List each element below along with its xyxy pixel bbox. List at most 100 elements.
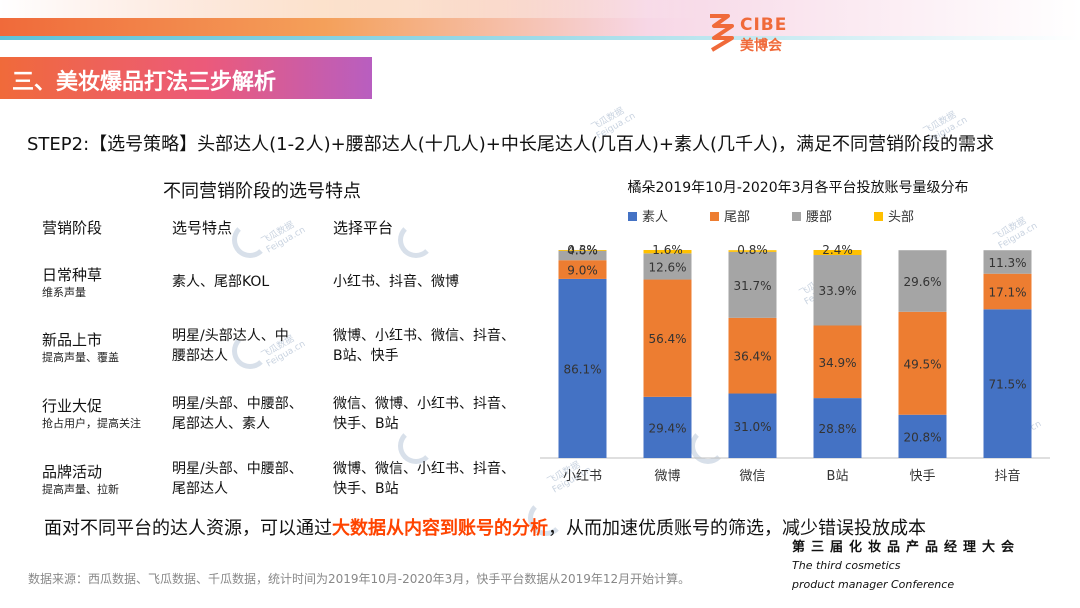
data-label: 33.9% (818, 284, 856, 298)
data-label: 36.4% (733, 350, 771, 364)
data-source-note: 数据来源：西瓜数据、飞瓜数据、千瓜数据，统计时间为2019年10月-2020年3… (28, 572, 691, 586)
table-row-substage: 提高声量、覆盖 (42, 351, 119, 364)
logo-text-cn: 美博会 (740, 38, 782, 54)
data-label: 28.8% (818, 422, 856, 436)
bar-腰部-B站 (813, 254, 862, 326)
step-text: STEP2:【选号策略】头部达人(1-2人)+腰部达人(十几人)+中长尾达人(几… (27, 134, 994, 155)
top-accent-strip (0, 36, 1080, 40)
data-label: 31.0% (733, 420, 771, 434)
table-header-platform: 选择平台 (333, 219, 394, 237)
table-row-platform: 微信、微博、小红书、抖音、 快手、B站 (333, 396, 515, 432)
data-label: 29.4% (648, 421, 686, 435)
legend-swatch-2 (792, 212, 801, 221)
watermark-logo (232, 222, 268, 258)
data-label: 29.6% (903, 275, 941, 289)
x-tick-label: 抖音 (994, 468, 1020, 484)
data-label: 71.5% (988, 378, 1026, 392)
x-tick-label: B站 (827, 469, 849, 484)
bar-头部-小红书 (558, 250, 607, 251)
watermark-logo (398, 428, 434, 464)
bar-素人-抖音 (983, 309, 1032, 458)
watermark-logo (690, 428, 726, 464)
legend-label-3: 头部 (888, 210, 914, 225)
section-header: 三、美妆爆品打法三步解析 (0, 57, 372, 99)
table-row-stage: 品牌活动 (42, 463, 103, 481)
data-label: 11.3% (988, 256, 1026, 270)
x-tick-label: 快手 (909, 469, 935, 484)
table-row-substage: 提高声量、拉新 (42, 483, 119, 496)
legend-label-1: 尾部 (724, 210, 750, 225)
table-row-stage: 行业大促 (42, 397, 103, 415)
bar-腰部-微信 (728, 251, 777, 318)
bar-头部-微博 (643, 250, 692, 254)
bar-腰部-小红书 (558, 250, 607, 261)
table-row-substage: 抢占用户，提高关注 (42, 417, 141, 430)
legend-swatch-0 (628, 212, 637, 221)
data-label: 86.1% (563, 362, 601, 376)
bar-素人-快手 (898, 414, 947, 458)
table-title: 不同营销阶段的选号特点 (163, 181, 361, 202)
data-label: 1.6% (652, 243, 683, 257)
bar-素人-微信 (728, 393, 777, 458)
x-tick-label: 微信 (739, 469, 765, 484)
data-label: 0.8% (737, 243, 768, 257)
bottom-summary: 面对不同平台的达人资源，可以通过大数据从内容到账号的分析，从而加速优质账号的筛选… (44, 518, 926, 539)
bar-尾部-小红书 (558, 260, 607, 279)
bar-腰部-微博 (643, 253, 692, 280)
top-banner-highlight (0, 0, 700, 18)
bar-尾部-快手 (898, 311, 947, 415)
bar-尾部-B站 (813, 325, 862, 399)
data-label: 2.4% (822, 243, 853, 257)
bar-素人-微博 (643, 396, 692, 458)
bar-腰部-快手 (898, 250, 947, 312)
chart-title: 橘朵2019年10月-2020年3月各平台投放账号量级分布 (627, 180, 968, 196)
data-label: 17.1% (988, 285, 1026, 299)
table-row-platform: 小红书、抖音、微博 (333, 274, 459, 290)
conference-name-en: The third cosmetics product manager Confe… (792, 559, 955, 591)
data-label: 56.4% (648, 332, 686, 346)
table-row-feature: 明星/头部、中腰部、 尾部达人 (172, 461, 303, 497)
watermark-logo (528, 500, 564, 536)
watermark-logo (232, 333, 268, 369)
bar-素人-小红书 (558, 278, 607, 458)
bottom-summary-highlight: 大数据从内容到账号的分析 (332, 518, 548, 539)
bar-素人-B站 (813, 398, 862, 458)
table-header-feature: 选号特点 (172, 219, 233, 237)
x-tick-label: 小红书 (563, 468, 602, 484)
data-label: 31.7% (733, 279, 771, 293)
bar-腰部-抖音 (983, 250, 1032, 274)
table-row-platform: 微博、小红书、微信、抖音、 B站、快手 (333, 328, 515, 364)
table-row-stage: 日常种草 (42, 266, 103, 284)
table-row-platform: 微博、微信、小红书、抖音、 快手、B站 (333, 461, 515, 497)
data-label: 0.3% (567, 243, 598, 257)
legend-label-0: 素人 (642, 210, 668, 225)
cibe-logo: CIBE 美博会 (706, 12, 796, 54)
watermark-logo (398, 222, 434, 258)
bar-头部-B站 (813, 250, 862, 255)
data-label: 12.6% (648, 260, 686, 274)
table-row-substage: 维系声量 (42, 286, 86, 299)
bar-尾部-微信 (728, 317, 777, 394)
table-row-feature: 明星/头部达人、中 腰部达人 (172, 328, 289, 364)
x-tick-label: 微博 (654, 469, 680, 484)
conference-name-cn: 第三届化妆品产品经理大会 (792, 540, 1021, 555)
cibe-logo-mark (710, 14, 734, 52)
data-label: 20.8% (903, 430, 941, 444)
legend-swatch-1 (710, 212, 719, 221)
bar-尾部-抖音 (983, 273, 1032, 310)
table-row-feature: 素人、尾部KOL (172, 274, 270, 290)
table-row-stage: 新品上市 (42, 331, 103, 349)
data-label: 34.9% (818, 356, 856, 370)
data-label: 9.0% (567, 264, 598, 278)
legend-label-2: 腰部 (806, 210, 832, 225)
bar-尾部-微博 (643, 279, 692, 397)
logo-text-en: CIBE (740, 15, 788, 35)
bar-头部-微信 (728, 250, 777, 252)
table-row-feature: 明星/头部、中腰部、 尾部达人、素人 (172, 396, 303, 432)
section-title: 三、美妆爆品打法三步解析 (12, 70, 277, 95)
legend-swatch-3 (874, 212, 883, 221)
table-header-stage: 营销阶段 (42, 219, 103, 237)
data-label: 49.5% (903, 357, 941, 371)
